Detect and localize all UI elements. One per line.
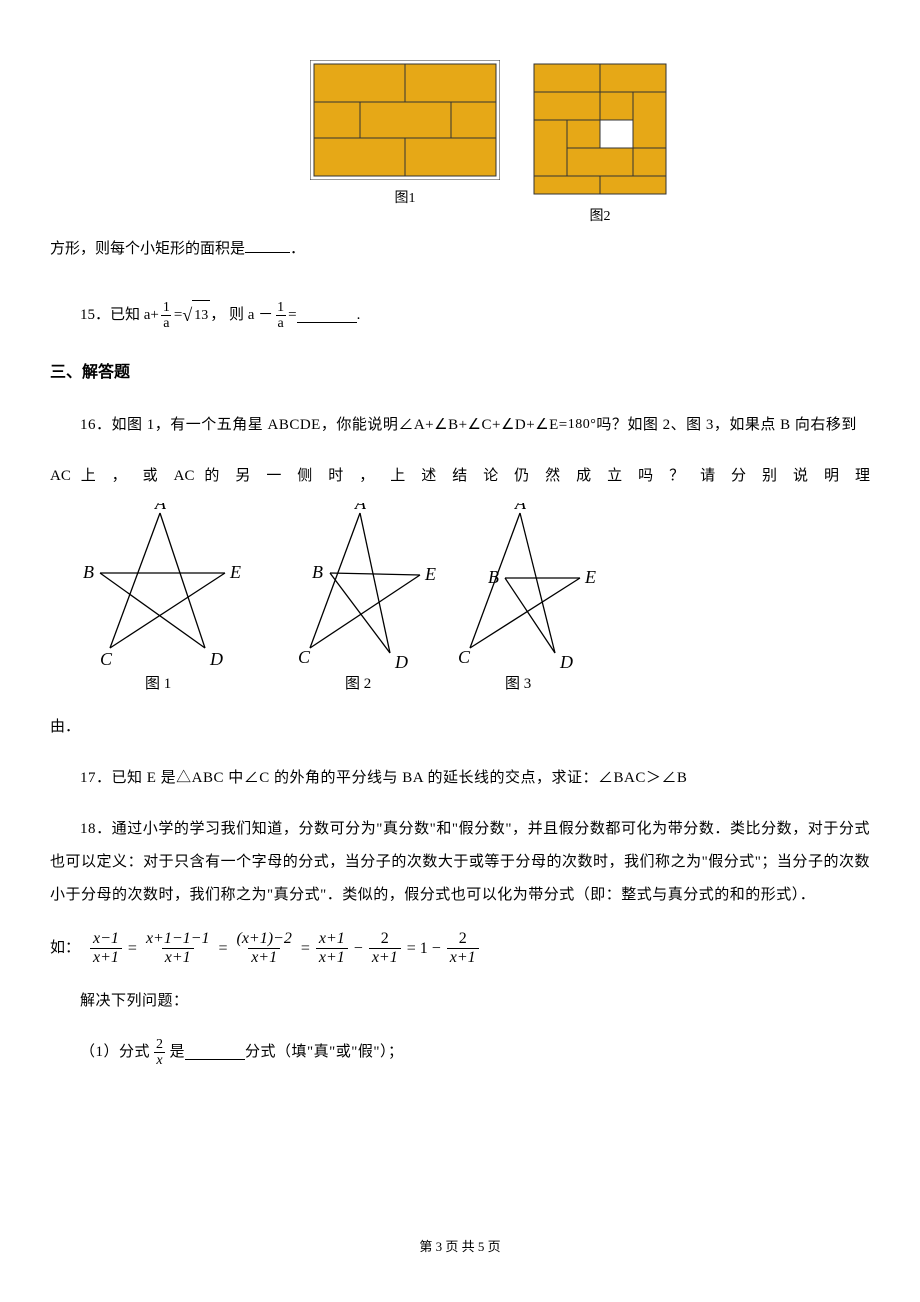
svg-text:B: B xyxy=(83,562,94,582)
page-footer: 第 3 页 共 5 页 xyxy=(0,1233,920,1262)
q15-sqrt: √13 xyxy=(182,296,210,336)
svg-text:E: E xyxy=(229,562,241,582)
svg-text:A: A xyxy=(514,503,527,513)
svg-text:图 3: 图 3 xyxy=(505,675,531,692)
svg-text:A: A xyxy=(154,503,167,513)
q15-eq2: = xyxy=(288,299,296,332)
q15-period: . xyxy=(357,299,361,332)
q15-mid: ， 则 a － xyxy=(210,299,273,332)
figure-1-label: 图1 xyxy=(395,184,416,215)
svg-text:C: C xyxy=(100,649,113,669)
svg-text:A: A xyxy=(354,503,367,513)
q17-text: 17．已知 E 是△ABC 中∠C 的外角的平分线与 BA 的延长线的交点，求证… xyxy=(50,762,870,795)
q18-sub1-b: 是 xyxy=(170,1036,186,1069)
q16-tail: 由． xyxy=(50,711,870,744)
svg-text:D: D xyxy=(394,652,408,672)
q18-p1: 18．通过小学的学习我们知道，分数可分为"真分数"和"假分数"，并且假分数都可化… xyxy=(50,813,870,912)
svg-text:D: D xyxy=(209,649,223,669)
q15-prefix: 15．已知 a+ xyxy=(80,299,159,332)
svg-text:E: E xyxy=(584,567,596,587)
figure-1-block: 图1 xyxy=(310,60,500,215)
q18-eq-body: x−1x+1 = x+1−1−1x+1 = (x+1)−2x+1 = x+1x+… xyxy=(86,930,483,968)
q14-tail-text: 方形，则每个小矩形的面积是 xyxy=(50,241,245,257)
q18-eq-prefix: 如： xyxy=(50,932,80,965)
q18-equation: 如： x−1x+1 = x+1−1−1x+1 = (x+1)−2x+1 = x+… xyxy=(50,930,870,968)
q15-blank xyxy=(297,308,357,323)
q18-sub1-a: （1）分式 xyxy=(80,1036,150,1069)
svg-text:C: C xyxy=(298,647,311,667)
q15-frac2: 1 a xyxy=(275,300,286,332)
figure-2-block: 图2 xyxy=(530,60,670,233)
figure-2-label: 图2 xyxy=(590,202,611,233)
q16-figures: A B E C D 图 1 A B E C D 图 2 A B E C D 图 3 xyxy=(50,503,870,706)
q15-frac1: 1 a xyxy=(161,300,172,332)
q14-blank xyxy=(245,238,290,253)
q16-line1: 16．如图 1，有一个五角星 ABCDE，你能说明∠A+∠B+∠C+∠D+∠E=… xyxy=(50,409,870,442)
q16-line2: AC 上 ， 或 AC 的 另 一 侧 时 ， 上 述 结 论 仍 然 成 立 … xyxy=(50,460,870,493)
svg-text:B: B xyxy=(488,567,499,587)
svg-text:图 1: 图 1 xyxy=(145,675,171,692)
svg-text:E: E xyxy=(424,564,436,584)
figure-1-svg xyxy=(310,60,500,180)
svg-text:D: D xyxy=(559,652,573,672)
svg-text:C: C xyxy=(458,647,471,667)
svg-text:图 2: 图 2 xyxy=(345,675,371,692)
q18-p2: 解决下列问题： xyxy=(50,985,870,1018)
q16-deg: 180° xyxy=(568,417,597,432)
q18-sub1-c: 分式（填"真"或"假"）； xyxy=(245,1036,404,1069)
q18-sub1-blank xyxy=(185,1045,245,1060)
section-3-title: 三、解答题 xyxy=(50,355,870,390)
q18-sub1-frac: 2 x xyxy=(154,1037,166,1069)
q14-period: ． xyxy=(290,241,305,257)
q18-sub1: （1）分式 2 x 是 分式（填"真"或"假"）； xyxy=(80,1036,870,1069)
svg-text:B: B xyxy=(312,562,323,582)
q15-row: 15．已知 a+ 1 a = √13 ， 则 a － 1 a = . xyxy=(80,296,870,336)
q15-eq1: = xyxy=(174,299,182,332)
stars-svg: A B E C D 图 1 A B E C D 图 2 A B E C D 图 3 xyxy=(50,503,630,693)
q14-row: 图1 图2 xyxy=(50,60,870,233)
figure-2-svg xyxy=(530,60,670,198)
